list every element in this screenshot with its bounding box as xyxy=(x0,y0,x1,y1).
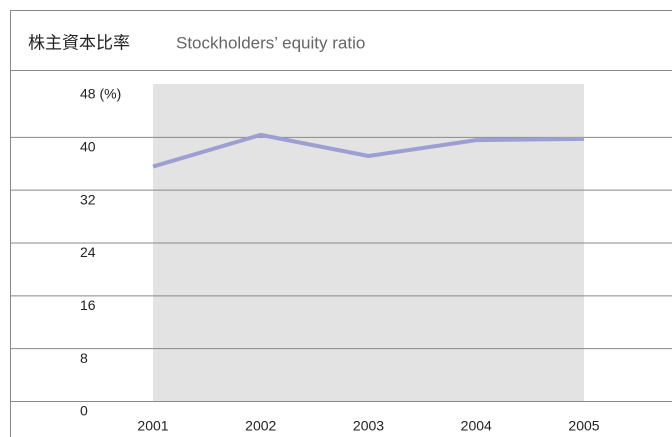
y-tick-label: 40 xyxy=(80,139,96,155)
frame xyxy=(10,10,672,437)
data-line xyxy=(152,132,585,169)
chart-subtitle: Stockholders’ equity ratio xyxy=(176,33,365,52)
chart-title: 株主資本比率 xyxy=(28,33,130,52)
x-tick-label: 2005 xyxy=(568,418,599,434)
x-tick-label: 2001 xyxy=(137,418,168,434)
y-tick-label: 32 xyxy=(80,191,96,207)
y-tick-label: 24 xyxy=(80,244,96,260)
x-tick-label: 2003 xyxy=(353,418,384,434)
y-tick-label: 0 xyxy=(80,403,88,419)
y-tick-label: 48 (%) xyxy=(80,86,121,102)
x-tick-label: 2004 xyxy=(461,418,492,434)
y-tick-label: 8 xyxy=(80,350,88,366)
y-tick-label: 16 xyxy=(80,297,96,313)
x-tick-label: 2002 xyxy=(245,418,276,434)
